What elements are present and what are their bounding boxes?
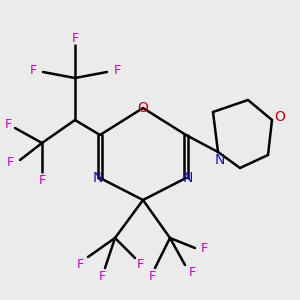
Text: F: F <box>71 32 79 44</box>
Text: F: F <box>113 64 121 76</box>
Text: F: F <box>76 257 84 271</box>
Text: O: O <box>274 110 285 124</box>
Text: F: F <box>188 266 196 278</box>
Text: F: F <box>98 271 106 284</box>
Text: F: F <box>200 242 208 254</box>
Text: N: N <box>183 171 193 185</box>
Text: F: F <box>29 64 37 76</box>
Text: F: F <box>136 259 144 272</box>
Text: F: F <box>38 175 46 188</box>
Text: F: F <box>148 271 156 284</box>
Text: N: N <box>93 171 103 185</box>
Text: F: F <box>6 157 14 169</box>
Text: N: N <box>215 153 225 167</box>
Text: F: F <box>4 118 12 130</box>
Text: O: O <box>138 101 148 115</box>
